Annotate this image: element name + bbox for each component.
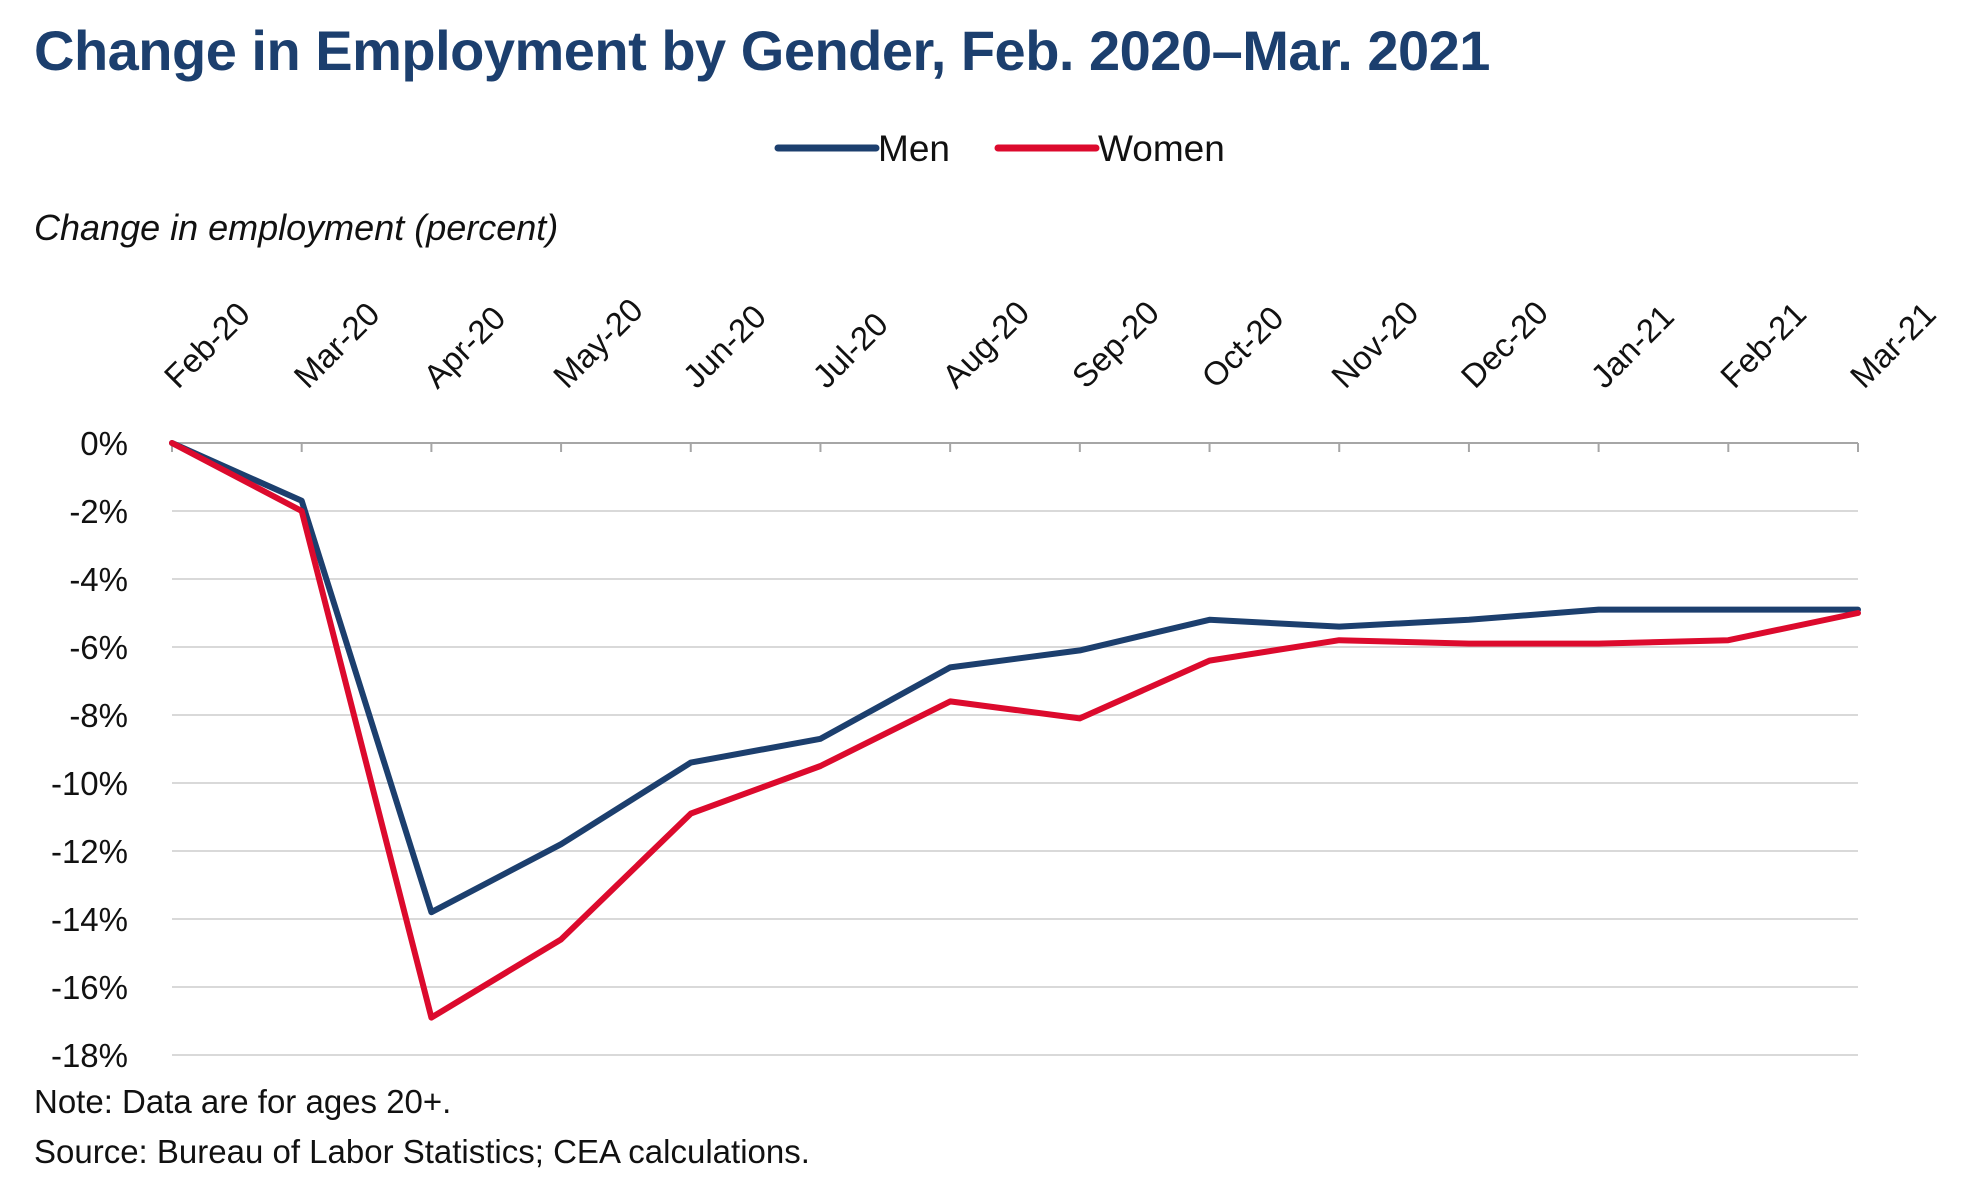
gridlines xyxy=(172,510,1858,1056)
y-tick-label: -18% xyxy=(51,1037,128,1074)
x-tick-label: Oct-20 xyxy=(1194,299,1290,395)
x-tick-label: Jan-21 xyxy=(1583,297,1681,395)
series-line-women xyxy=(169,440,1861,1021)
y-tick-label: -10% xyxy=(51,765,128,802)
y-tick-label: -16% xyxy=(51,969,128,1006)
x-tick-label: Dec-20 xyxy=(1454,294,1555,395)
note-text: Note: Data are for ages 20+. xyxy=(34,1083,452,1120)
x-tick-label: Sep-20 xyxy=(1065,294,1166,395)
x-tick-label: Mar-21 xyxy=(1843,295,1943,395)
x-tick-label: Apr-20 xyxy=(416,299,512,395)
x-tick-label: Nov-20 xyxy=(1324,294,1425,395)
y-tick-label: -8% xyxy=(69,697,128,734)
x-tick-label: May-20 xyxy=(546,291,650,395)
legend-label-women: Women xyxy=(1098,128,1225,169)
x-tick-label: Aug-20 xyxy=(935,294,1036,395)
y-tick-label: -2% xyxy=(69,493,128,530)
y-axis-label: Change in employment (percent) xyxy=(34,207,558,248)
x-tick-label: Jul-20 xyxy=(805,305,895,395)
x-tick-label: Feb-21 xyxy=(1713,295,1813,395)
x-tick-label: Mar-20 xyxy=(286,295,386,395)
y-tick-label: -6% xyxy=(69,629,128,666)
x-tick-label: Jun-20 xyxy=(676,297,774,395)
x-axis: Feb-20 Mar-20 Apr-20 May-20 Jun-20 Jul-20 Aug-… xyxy=(157,291,1943,452)
legend-label-men: Men xyxy=(878,128,950,169)
y-tick-label: -12% xyxy=(51,833,128,870)
legend: Men Women xyxy=(774,128,1225,169)
chart-title: Change in Employment by Gender, Feb. 202… xyxy=(34,19,1490,82)
y-tick-labels: 0% -2% -4% -6% -8% -10% -12% -14% -16% -18% xyxy=(51,425,128,1074)
series-line-men xyxy=(169,440,1861,916)
source-text: Source: Bureau of Labor Statistics; CEA … xyxy=(34,1133,810,1170)
series-lines xyxy=(169,440,1861,1021)
x-tick-label: Feb-20 xyxy=(157,295,257,395)
y-tick-label: -14% xyxy=(51,901,128,938)
y-tick-label: -4% xyxy=(69,561,128,598)
y-tick-label: 0% xyxy=(80,425,128,462)
